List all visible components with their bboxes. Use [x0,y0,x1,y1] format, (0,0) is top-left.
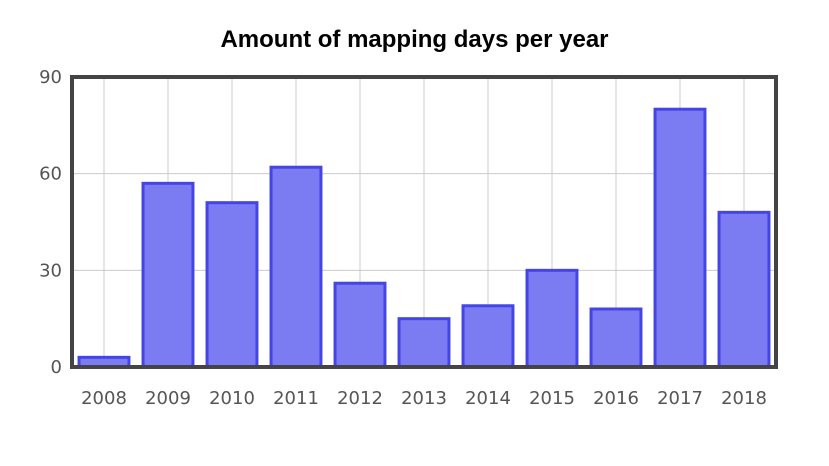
y-tick-label: 30 [39,260,62,281]
x-axis-ticks: 2008 2009 2010 2011 2012 2013 2014 2015 2016 2017… [81,388,767,409]
bars [77,107,771,369]
x-tick-label: 2015 [529,388,575,409]
bar-2009 [141,181,195,369]
chart-title: Amount of mapping days per year [220,26,609,53]
x-tick-label: 2016 [593,388,639,409]
x-tick-label: 2010 [209,388,255,409]
bar-2010 [205,201,259,369]
bar-2017 [653,107,707,369]
bar-2015 [525,268,579,369]
bar-2012 [333,281,387,369]
y-tick-label: 90 [39,67,62,88]
bar-2014 [461,304,515,369]
x-tick-label: 2012 [337,388,383,409]
x-tick-label: 2011 [273,388,319,409]
x-tick-label: 2008 [81,388,127,409]
y-axis-ticks: 0 30 60 90 [39,67,62,378]
plot-frame [70,75,778,369]
x-tick-label: 2018 [721,388,767,409]
x-tick-label: 2017 [657,388,703,409]
bar-2011 [269,165,323,369]
x-tick-label: 2009 [145,388,191,409]
bar-2013 [397,317,451,369]
bar-2018 [717,210,771,369]
y-tick-label: 0 [51,357,62,378]
x-tick-label: 2014 [465,388,511,409]
x-tick-label: 2013 [401,388,447,409]
bar-2016 [589,307,643,369]
y-tick-label: 60 [39,164,62,185]
